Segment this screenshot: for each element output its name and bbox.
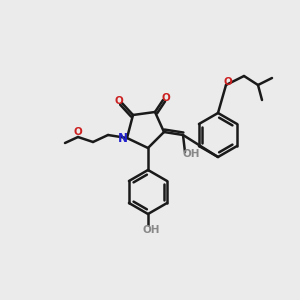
- Text: O: O: [115, 96, 123, 106]
- Text: O: O: [74, 127, 82, 137]
- Text: N: N: [118, 131, 128, 145]
- Text: OH: OH: [182, 149, 200, 159]
- Text: O: O: [162, 93, 170, 103]
- Text: OH: OH: [142, 225, 160, 235]
- Text: O: O: [224, 77, 232, 87]
